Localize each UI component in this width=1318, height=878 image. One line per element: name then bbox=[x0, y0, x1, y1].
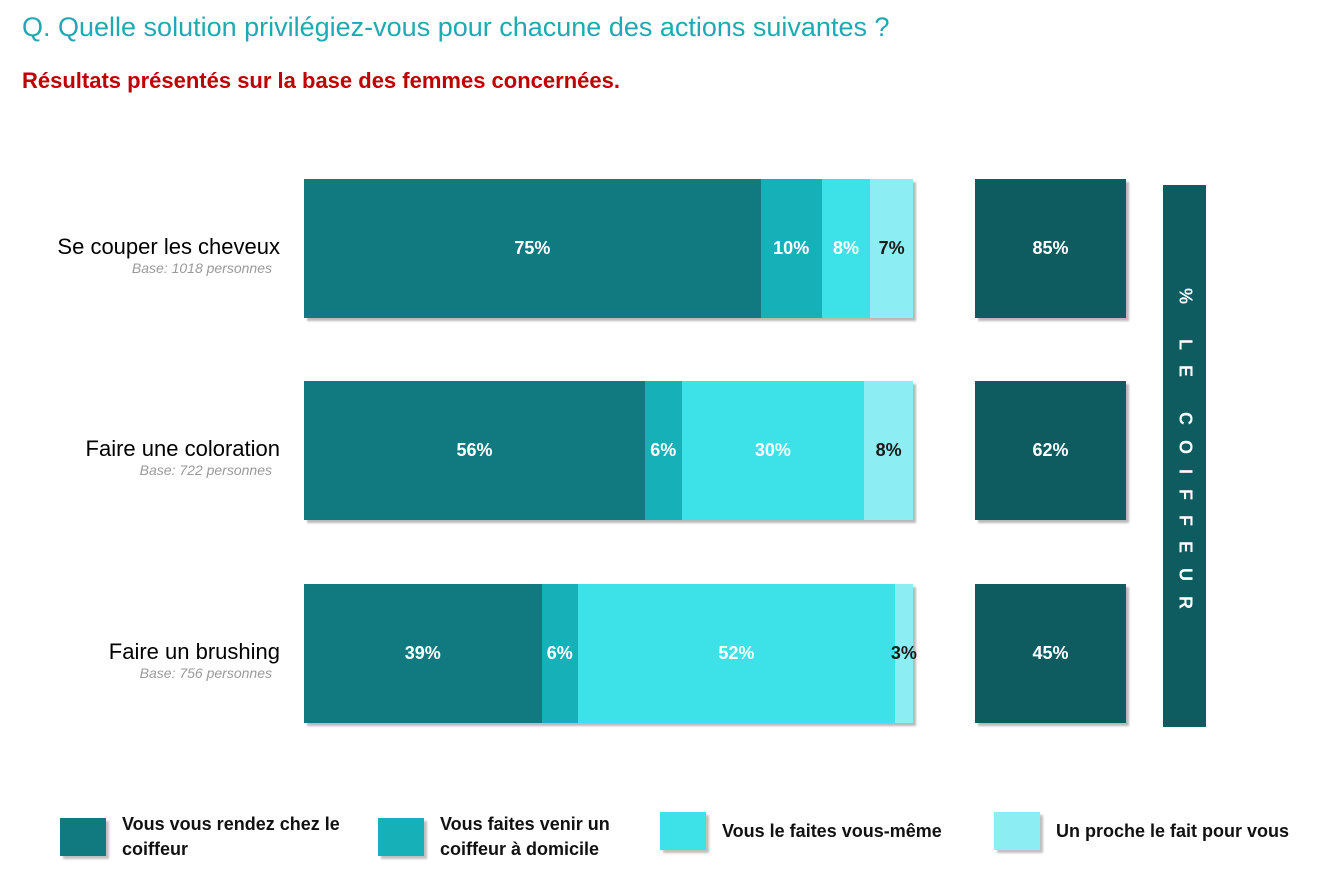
legend-item: Un proche le fait pour vous bbox=[994, 812, 1318, 850]
side-banner: % LE COIFFEUR bbox=[1163, 185, 1206, 727]
base-label: Base: 1018 personnes bbox=[131, 260, 272, 276]
bar-segment: 56% bbox=[304, 381, 646, 520]
legend-swatch bbox=[378, 818, 424, 856]
stacked-bar: 56% 6% 30% 8% bbox=[304, 381, 913, 520]
legend-swatch bbox=[660, 812, 706, 850]
data-label: 8% bbox=[875, 440, 902, 460]
category-label: Faire une coloration bbox=[85, 436, 280, 461]
legend-label: Vous vous rendez chez le coiffeur bbox=[122, 814, 340, 859]
base-label: Base: 756 personnes bbox=[139, 665, 272, 681]
data-label: 39% bbox=[404, 643, 441, 663]
row-label: Se couper les cheveux Base: 1018 personne… bbox=[57, 234, 280, 276]
data-label: 10% bbox=[773, 238, 810, 258]
total-label: 85% bbox=[1032, 238, 1069, 258]
subtitle: Résultats présentés sur la base des femm… bbox=[22, 68, 620, 93]
category-label: Se couper les cheveux bbox=[57, 234, 280, 259]
legend-item: Vous vous rendez chez le coiffeur bbox=[60, 812, 342, 862]
legend-swatch bbox=[994, 812, 1040, 850]
row-label: Faire un brushing Base: 756 personnes bbox=[109, 639, 280, 681]
total-box: 62% bbox=[975, 381, 1126, 520]
total-label: 45% bbox=[1032, 643, 1069, 663]
row-label: Faire une coloration Base: 722 personnes bbox=[86, 436, 280, 478]
bar-segment: 30% bbox=[681, 381, 865, 520]
bar-segment: 39% bbox=[304, 584, 542, 723]
total-box: 85% bbox=[975, 179, 1126, 318]
bar-segment: 6% bbox=[645, 381, 682, 520]
total-box: 45% bbox=[975, 584, 1126, 723]
bar-segment: 3% bbox=[891, 584, 917, 723]
legend-label: Un proche le fait pour vous bbox=[1056, 820, 1290, 841]
side-banner-label: % LE COIFFEUR bbox=[1175, 287, 1195, 625]
bar-segment: 8% bbox=[821, 179, 871, 318]
category-label: Faire un brushing bbox=[108, 639, 280, 664]
stacked-bar: 75% 10% 8% 7% bbox=[304, 179, 913, 318]
legend-label: Vous le faites vous-même bbox=[722, 820, 942, 841]
question-title: Q. Quelle solution privilégiez-vous pour… bbox=[22, 12, 890, 42]
bar-segment: 8% bbox=[864, 381, 913, 520]
bar-segment: 10% bbox=[760, 179, 822, 318]
stacked-bar: 39% 6% 52% 3% bbox=[304, 584, 917, 723]
data-label: 52% bbox=[718, 643, 755, 663]
bar-segment: 7% bbox=[870, 179, 913, 318]
legend-label: Vous faites venir un coiffeur à domicile bbox=[440, 814, 610, 859]
legend-item: Vous faites venir un coiffeur à domicile bbox=[378, 812, 640, 862]
data-label: 30% bbox=[754, 440, 791, 460]
data-label: 6% bbox=[546, 643, 573, 663]
legend-swatch bbox=[60, 818, 106, 856]
bar-segment: 6% bbox=[541, 584, 579, 723]
data-label: 56% bbox=[456, 440, 493, 460]
base-label: Base: 722 personnes bbox=[139, 462, 272, 478]
legend-item: Vous le faites vous-même bbox=[660, 812, 982, 850]
total-label: 62% bbox=[1032, 440, 1069, 460]
data-label: 8% bbox=[832, 238, 859, 258]
data-label: 3% bbox=[890, 643, 917, 663]
data-label: 75% bbox=[514, 238, 551, 258]
bar-segment: 52% bbox=[578, 584, 895, 723]
data-label: 7% bbox=[878, 238, 905, 258]
bar-segment: 75% bbox=[304, 179, 761, 318]
data-label: 6% bbox=[650, 440, 677, 460]
